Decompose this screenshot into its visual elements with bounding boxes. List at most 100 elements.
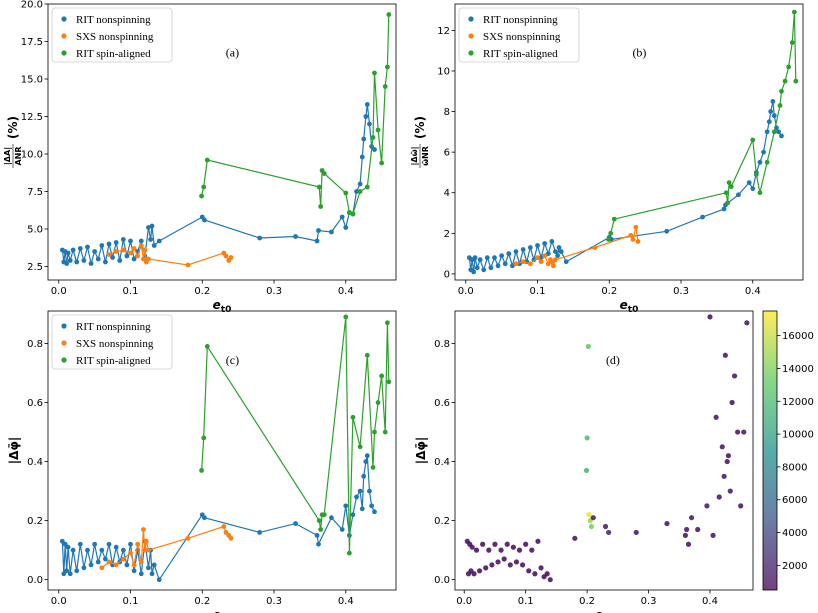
y-tick-label: 0.0 xyxy=(434,575,450,586)
data-point xyxy=(138,238,144,244)
colorbar: 2000 4000 6000 8000 10000 12000 14000 16000 xyxy=(762,310,814,591)
data-point xyxy=(138,571,144,577)
data-point xyxy=(59,538,65,544)
y-tick-label: 10 xyxy=(437,66,450,77)
data-point xyxy=(120,237,126,242)
data-point xyxy=(350,414,356,420)
legend-label: RIT nonspinning xyxy=(76,321,151,333)
data-point xyxy=(789,40,795,45)
data-point xyxy=(386,12,392,17)
data-point xyxy=(545,261,551,267)
scatter-point xyxy=(476,568,483,574)
scatter-point xyxy=(724,458,730,465)
scatter-point xyxy=(725,453,732,459)
data-point xyxy=(146,225,151,230)
data-point xyxy=(350,512,356,518)
panel-c: 0.0 0.1 0.2 0.3 0.4 0.0 0.2 0.4 0.6 0.8 et0 |Δφ̄| (c… xyxy=(7,310,397,613)
series-line xyxy=(468,101,782,272)
scatter-point xyxy=(735,429,741,435)
data-point xyxy=(228,255,234,260)
svg-text:|Δφ̄|: |Δφ̄| xyxy=(414,437,428,464)
y-tick-label: 17.5 xyxy=(21,37,43,48)
data-point xyxy=(138,559,144,565)
data-point xyxy=(113,240,119,245)
data-point xyxy=(549,259,555,265)
data-point xyxy=(316,518,322,524)
x-tick-label: 0.3 xyxy=(641,596,657,607)
data-point xyxy=(202,515,207,521)
data-point xyxy=(771,129,777,135)
data-point xyxy=(527,261,533,267)
data-point xyxy=(726,180,732,185)
scatter-point xyxy=(685,541,692,547)
data-point xyxy=(156,577,162,583)
data-point xyxy=(321,512,327,518)
data-point xyxy=(223,253,229,259)
legend-marker xyxy=(61,50,67,56)
data-point xyxy=(120,247,126,253)
scatter-point xyxy=(664,520,670,527)
data-point xyxy=(199,468,204,473)
x-tick-label: 0.4 xyxy=(338,286,354,297)
y-tick-label: 0 xyxy=(444,269,450,280)
data-point xyxy=(146,256,151,262)
y-tick-label: 8 xyxy=(444,107,450,118)
data-point xyxy=(499,253,505,259)
data-point xyxy=(92,249,98,254)
legend-marker xyxy=(468,33,474,39)
scatter-point xyxy=(716,494,722,500)
data-point xyxy=(764,159,770,165)
data-point xyxy=(339,527,345,532)
panel-a: 0.0 0.1 0.2 0.3 0.4 2.5 5.0 7.5 10.0 12.5 15.0 17.5… xyxy=(3,0,397,315)
scatter-point xyxy=(516,547,523,553)
scatter-point xyxy=(721,473,727,479)
data-point xyxy=(736,192,741,198)
x-tick-label: 0.1 xyxy=(518,596,534,607)
x-axis-label: et0 xyxy=(595,608,614,613)
data-point xyxy=(223,530,229,535)
data-point xyxy=(633,224,639,230)
scatter-point xyxy=(722,352,728,358)
scatter-point xyxy=(471,571,477,577)
data-point xyxy=(354,494,359,500)
data-point xyxy=(141,527,146,532)
x-tick-label: 0.0 xyxy=(456,596,472,607)
data-point xyxy=(88,261,94,266)
data-point xyxy=(95,256,101,262)
data-point xyxy=(477,257,483,263)
data-point xyxy=(545,251,551,257)
scatter-point xyxy=(544,571,550,577)
data-point xyxy=(329,229,334,235)
svg-text:ω̄NR: ω̄NR xyxy=(421,146,430,166)
panel-label: (a) xyxy=(226,45,239,59)
plot-frame xyxy=(454,310,754,591)
data-point xyxy=(354,189,359,194)
data-point xyxy=(343,503,349,509)
data-point xyxy=(103,556,108,562)
x-tick-label: 0.0 xyxy=(51,596,67,607)
svg-text:ANR: ANR xyxy=(14,146,23,165)
data-point xyxy=(535,255,540,261)
data-point xyxy=(67,571,73,577)
panel-d: 0.0 0.1 0.2 0.3 0.4 0.0 0.2 0.4 0.6 0.8 et0 |Δφ̄| (d… xyxy=(414,310,754,613)
scatter-point xyxy=(538,565,544,571)
data-point xyxy=(608,230,614,236)
data-point xyxy=(535,243,540,248)
data-point xyxy=(635,239,641,244)
x-axis-label: et0 xyxy=(213,608,232,613)
x-tick-label: 0.0 xyxy=(51,286,67,297)
data-point xyxy=(766,119,772,125)
data-point xyxy=(379,160,385,166)
data-point xyxy=(484,255,490,261)
data-point xyxy=(542,253,548,259)
data-point xyxy=(611,216,617,222)
data-point xyxy=(128,550,133,556)
data-point xyxy=(513,261,519,267)
panel-label: (c) xyxy=(226,353,239,367)
data-point xyxy=(74,259,80,265)
data-point xyxy=(156,238,162,244)
data-point xyxy=(495,263,501,269)
scatter-point xyxy=(523,541,529,547)
data-point xyxy=(386,379,392,385)
data-point xyxy=(364,352,370,358)
